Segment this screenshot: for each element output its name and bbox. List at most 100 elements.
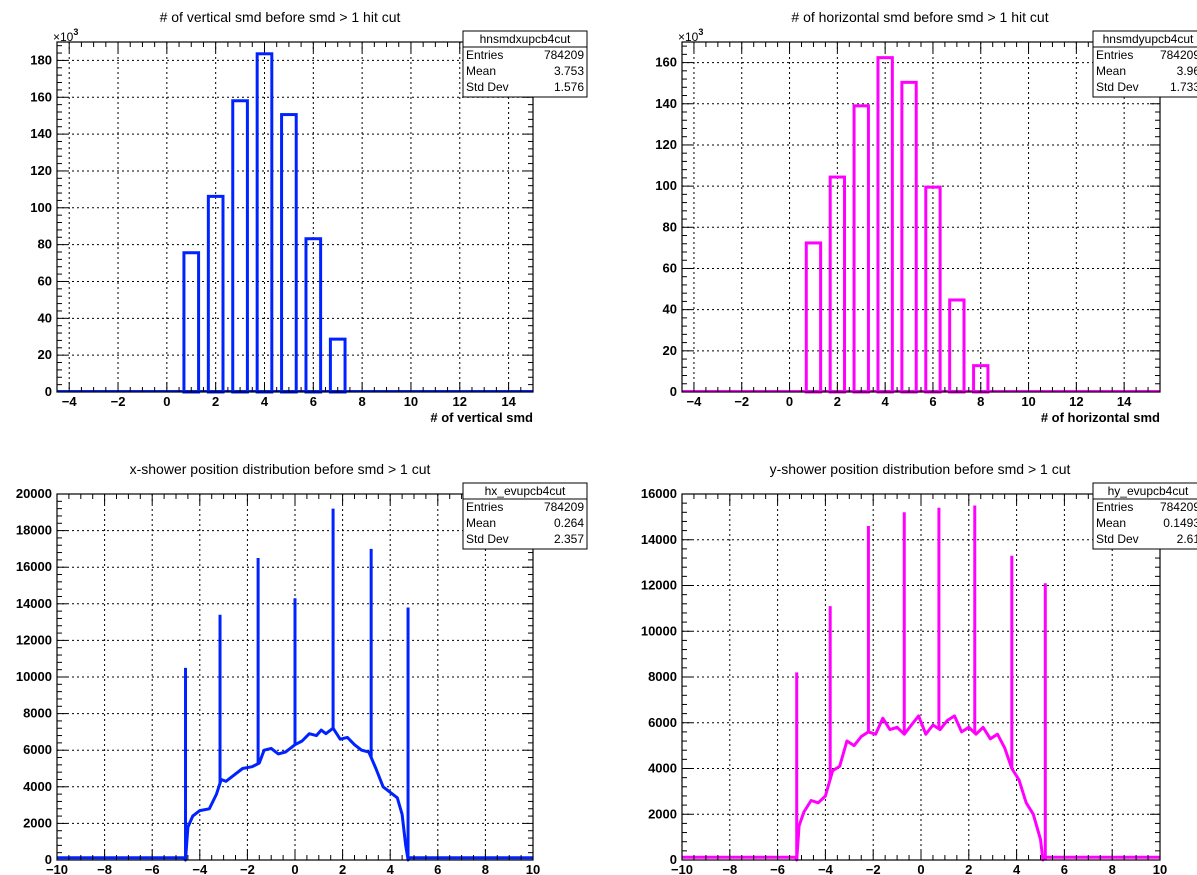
stats-value: 0.264 [554,516,584,530]
x-tick-label: 10 [526,862,540,875]
chart-title: x-shower position distribution before sm… [130,461,431,477]
histogram-bar [804,241,823,394]
histogram-bar [328,337,347,394]
y-tick-label: 80 [38,237,52,252]
grid [57,42,533,392]
stats-label: Std Dev [466,80,509,94]
grid [57,494,533,860]
y-tick-label: 14000 [16,596,52,611]
stats-label: Entries [466,48,503,62]
x-tick-label: 8 [977,394,984,409]
y-axis-ticks [682,493,1160,861]
stats-value: 784209 [544,500,584,514]
x-axis-title: # of horizontal smd [1041,410,1160,425]
x-tick-label: −8 [722,862,737,875]
x-tick-label: 14 [1117,394,1132,409]
y-multiplier-exponent: 3 [73,27,78,37]
chart-title: # of vertical smd before smd > 1 hit cut [160,9,401,25]
y-tick-label: 4000 [648,761,677,776]
y-tick-label: 0 [670,852,677,867]
x-tick-label: −8 [97,862,112,875]
stats-label: Std Dev [1096,532,1139,546]
y-tick-label: 2000 [648,806,677,821]
x-tick-label: 8 [359,394,366,409]
stats-label: Std Dev [1096,80,1139,94]
x-tick-label: 4 [1013,862,1021,875]
stats-value: 784209 [1160,500,1197,514]
y-axis-ticks [682,45,1160,393]
x-tick-label: −4 [62,394,78,409]
histogram-bar [182,251,201,394]
stats-label: Mean [466,516,496,530]
y-tick-label: 16000 [641,486,677,501]
histogram-panel-2: # of horizontal smd before smd > 1 hit c… [655,9,1197,425]
x-axis-title: # of vertical smd [430,410,533,425]
grid [682,42,1160,392]
histogram-bar [948,298,966,394]
y-tick-label: 180 [30,52,52,67]
y-tick-label: 20 [663,343,677,358]
histogram-bar [231,99,249,394]
x-tick-label: 2 [339,862,346,875]
histogram-panel-1: # of vertical smd before smd > 1 hit cut… [30,9,588,425]
y-tick-label: 12000 [641,578,677,593]
stats-label: Mean [466,64,496,78]
x-tick-label: −2 [111,394,126,409]
stats-histogram-name: hx_evupcb4cut [485,484,566,498]
x-tick-label: 4 [261,394,269,409]
y-tick-label: 40 [663,302,677,317]
x-tick-label: 8 [1109,862,1116,875]
y-tick-label: 160 [30,89,52,104]
y-tick-label: 80 [663,219,677,234]
stats-box: hnsmdxupcb4cut Entries 784209 Mean 3.753 Std … [462,30,588,98]
y-tick-label: 12000 [16,632,52,647]
x-tick-label: 12 [1069,394,1083,409]
y-tick-label: 20000 [16,486,52,501]
grid [682,494,1160,860]
y-tick-label: 40 [38,310,52,325]
x-tick-label: −6 [145,862,160,875]
x-axis-ticks [56,42,534,392]
histogram-bar [900,80,918,394]
x-tick-label: 2 [212,394,219,409]
y-multiplier-label: ×103 [678,27,703,44]
stats-box-frame [462,482,588,550]
stats-box-frame [1092,482,1197,550]
stats-label: Std Dev [466,532,509,546]
stats-box-frame [1092,30,1197,98]
stats-label: Entries [466,500,503,514]
y-tick-label: 100 [655,178,677,193]
chart-title: y-shower position distribution before sm… [770,461,1071,477]
x-tick-label: 2 [965,862,972,875]
stats-box: hnsmdyupcb4cut Entries 784209 Mean 3.96 Std D… [1092,30,1197,98]
x-tick-label: 0 [786,394,793,409]
x-tick-label: 0 [917,862,924,875]
y-tick-label: 120 [30,163,52,178]
y-tick-label: 120 [655,137,677,152]
y-tick-label: 0 [45,852,52,867]
plot-frame [681,41,1161,393]
stats-box: hx_evupcb4cut Entries 784209 Mean 0.264 Std D… [462,482,588,550]
y-tick-label: 140 [655,96,677,111]
stats-histogram-name: hy_evupcb4cut [1108,484,1189,498]
stats-label: Entries [1096,500,1133,514]
histogram-panel-4: y-shower position distribution before sm… [641,461,1197,875]
x-tick-label: 14 [501,394,516,409]
histogram-panel-3: x-shower position distribution before sm… [16,461,588,875]
x-tick-label: 2 [834,394,841,409]
x-tick-label: 6 [434,862,441,875]
x-tick-label: 0 [163,394,170,409]
stats-label: Mean [1096,516,1126,530]
chart-title: # of horizontal smd before smd > 1 hit c… [791,9,1048,25]
y-tick-label: 18000 [16,523,52,538]
distribution-line [57,726,533,862]
y-tick-label: 8000 [648,669,677,684]
y-tick-label: 8000 [23,706,52,721]
x-tick-label: −4 [687,394,703,409]
stats-box-frame [462,30,588,98]
y-tick-label: 20 [38,347,52,362]
y-tick-label: 0 [45,384,52,399]
y-tick-label: 2000 [23,815,52,830]
stats-value: 2.61 [1177,532,1197,546]
